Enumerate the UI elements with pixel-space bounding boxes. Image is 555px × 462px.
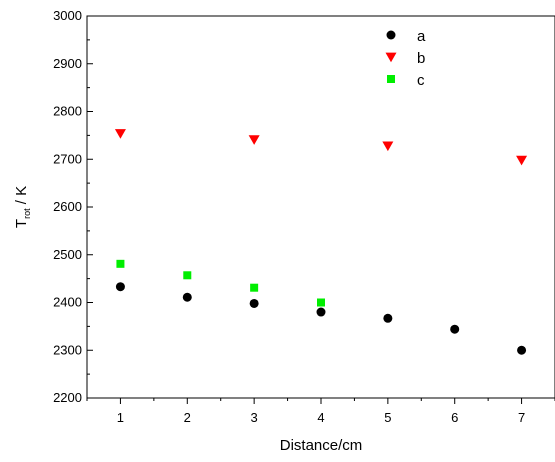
data-point-a — [383, 313, 393, 323]
legend-label-a: a — [417, 28, 426, 45]
data-point-b — [248, 135, 260, 145]
y-tick-label: 2800 — [53, 104, 82, 119]
x-tick-label: 3 — [251, 410, 258, 425]
data-point-b — [114, 129, 126, 139]
x-axis: 1 2 3 4 5 6 7 — [86, 398, 555, 425]
y-axis: 2200 2300 2400 2500 2600 2700 2800 2900 3000 — [53, 8, 93, 405]
data-point-c — [183, 271, 192, 280]
y-tick-label: 2500 — [53, 247, 82, 262]
legend-label-c: c — [417, 72, 425, 89]
data-point-a — [517, 345, 527, 355]
y-tick-label: 2300 — [53, 342, 82, 357]
data-point-b — [516, 155, 528, 166]
x-tick-label: 5 — [384, 410, 391, 425]
y-tick-label: 2900 — [53, 56, 82, 71]
data-point-c — [317, 298, 325, 307]
data-point-c — [250, 283, 259, 292]
legend-marker-c — [387, 75, 395, 83]
y-tick-label: 2700 — [53, 151, 82, 166]
y-axis-title-unit: / K — [13, 186, 30, 209]
y-axis-title-subscript: rot — [22, 208, 32, 219]
data-point-a — [182, 292, 192, 302]
data-points — [114, 129, 528, 355]
legend: abc — [385, 28, 426, 89]
legend-marker-a — [386, 30, 396, 40]
data-point-a — [316, 307, 326, 317]
y-tick-label: 2200 — [53, 390, 82, 405]
x-tick-label: 2 — [184, 410, 191, 425]
legend-marker-b — [385, 52, 397, 63]
plot-frame — [86, 15, 555, 399]
x-tick-label: 1 — [117, 410, 124, 425]
data-point-a — [115, 282, 125, 292]
x-tick-label: 6 — [451, 410, 458, 425]
y-tick-label: 2400 — [53, 295, 82, 310]
plot-area — [86, 15, 555, 399]
x-tick-label: 4 — [317, 410, 324, 425]
y-axis-title: Trot / K — [13, 186, 32, 228]
data-point-c — [116, 259, 125, 268]
data-point-b — [382, 141, 394, 152]
x-axis-title: Distance/cm — [280, 437, 363, 454]
data-point-a — [450, 324, 460, 334]
x-tick-label: 7 — [518, 410, 525, 425]
legend-label-b: b — [417, 50, 425, 67]
y-axis-title-main: T — [13, 219, 30, 228]
y-tick-label: 3000 — [53, 8, 82, 23]
y-tick-label: 2600 — [53, 199, 82, 214]
data-point-a — [249, 298, 259, 308]
